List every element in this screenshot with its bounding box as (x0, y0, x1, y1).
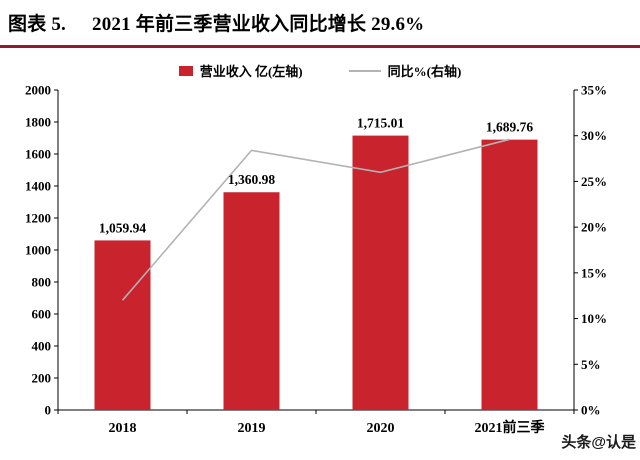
svg-text:10%: 10% (581, 311, 607, 326)
svg-text:600: 600 (32, 307, 52, 322)
bar-series-swatch-icon (178, 65, 193, 76)
bar-2018 (94, 240, 151, 410)
svg-text:1,689.76: 1,689.76 (486, 120, 534, 135)
watermark: 头条@认是 (557, 431, 636, 452)
svg-text:0%: 0% (581, 403, 601, 418)
chart-title: 图表 5. 2021 年前三季营业收入同比增长 29.6% (0, 0, 640, 45)
legend: 营业收入 亿(左轴) 同比%(右轴) (0, 61, 640, 80)
bar-2020 (352, 135, 409, 411)
chart-area: 0 200 400 600 800 1000 1200 1400 1600 1800 2000 0% 5… (0, 82, 640, 455)
legend-item-yoy: 同比%(右轴) (348, 61, 462, 80)
svg-text:5%: 5% (581, 357, 601, 372)
left-axis-labels: 0 200 400 600 800 1000 1200 1400 1600 1800 2000 (25, 83, 58, 418)
svg-text:1200: 1200 (25, 211, 51, 226)
yoy-line (121, 138, 510, 301)
x-axis-labels: 2018 2019 2020 2021前三季 (109, 419, 545, 436)
title-divider (0, 45, 640, 48)
svg-text:20%: 20% (581, 220, 607, 235)
svg-text:800: 800 (32, 275, 52, 290)
svg-text:1,360.98: 1,360.98 (228, 172, 276, 187)
chart-title-text: 2021 年前三季营业收入同比增长 29.6% (92, 14, 425, 35)
svg-text:1,715.01: 1,715.01 (357, 116, 405, 131)
svg-text:15%: 15% (581, 265, 607, 280)
svg-text:1400: 1400 (25, 179, 51, 194)
svg-text:2000: 2000 (25, 83, 51, 98)
svg-text:200: 200 (32, 371, 52, 386)
bar-2021前三季 (481, 139, 538, 410)
svg-text:1,059.94: 1,059.94 (99, 220, 147, 235)
svg-text:1800: 1800 (25, 115, 51, 130)
svg-text:25%: 25% (581, 174, 607, 189)
svg-text:1000: 1000 (25, 243, 51, 258)
legend-item-revenue: 营业收入 亿(左轴) (178, 61, 303, 80)
line-series-swatch-icon (348, 69, 381, 72)
bars (94, 135, 538, 411)
svg-text:0: 0 (45, 403, 52, 418)
svg-text:30%: 30% (581, 128, 607, 143)
bar-series-label: 营业收入 亿(左轴) (199, 64, 303, 79)
svg-text:2019: 2019 (238, 421, 266, 436)
svg-text:400: 400 (32, 339, 52, 354)
right-axis-labels: 0% 5% 10% 15% 20% 25% 30% 35% (574, 83, 607, 418)
svg-text:1600: 1600 (25, 147, 51, 162)
line-series-label: 同比%(右轴) (387, 64, 462, 79)
bar-data-labels: 1,059.94 1,360.98 1,715.01 1,689.76 (99, 116, 534, 236)
bar-2019 (223, 192, 280, 410)
svg-text:2021前三季: 2021前三季 (475, 419, 545, 436)
chart-number-label: 图表 5. (8, 14, 67, 35)
svg-text:35%: 35% (581, 83, 607, 98)
combo-chart: 0 200 400 600 800 1000 1200 1400 1600 1800 2000 0% 5… (25, 83, 607, 437)
svg-text:2020: 2020 (367, 421, 395, 436)
svg-text:2018: 2018 (109, 421, 137, 436)
